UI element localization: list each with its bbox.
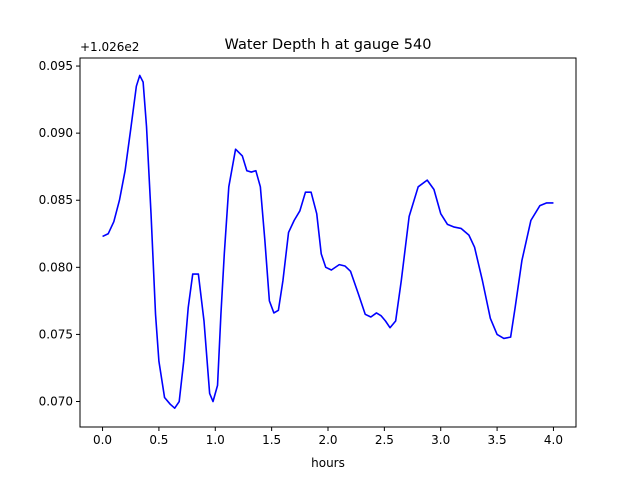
x-tick-label-1: 0.5 xyxy=(149,433,168,447)
y-tick-label-4: 0.090 xyxy=(39,126,73,140)
y-tick-label-2: 0.080 xyxy=(39,260,73,274)
x-tick-label-7: 3.5 xyxy=(488,433,507,447)
x-tick-label-6: 3.0 xyxy=(431,433,450,447)
plot-area: 0.0 0.5 1.0 1.5 2.0 2.5 3.0 3.5 4.0 0.070 0.075 0.0… xyxy=(39,57,577,447)
chart-title: Water Depth h at gauge 540 xyxy=(225,37,432,53)
y-tick-label-3: 0.085 xyxy=(39,193,73,207)
x-tick-label-4: 2.0 xyxy=(318,433,337,447)
y-tick-label-5: 0.095 xyxy=(39,59,73,73)
y-tick-label-0: 0.070 xyxy=(39,395,73,409)
x-tick-label-2: 1.0 xyxy=(206,433,225,447)
x-tick-label-5: 2.5 xyxy=(375,433,394,447)
x-axis-label: hours xyxy=(311,456,345,470)
x-tick-label-8: 4.0 xyxy=(544,433,563,447)
y-offset-label: +1.026e2 xyxy=(80,40,139,54)
y-tick-label-1: 0.075 xyxy=(39,327,73,341)
x-tick-label-3: 1.5 xyxy=(262,433,281,447)
x-tick-label-0: 0.0 xyxy=(93,433,112,447)
series-line-0 xyxy=(102,74,554,410)
